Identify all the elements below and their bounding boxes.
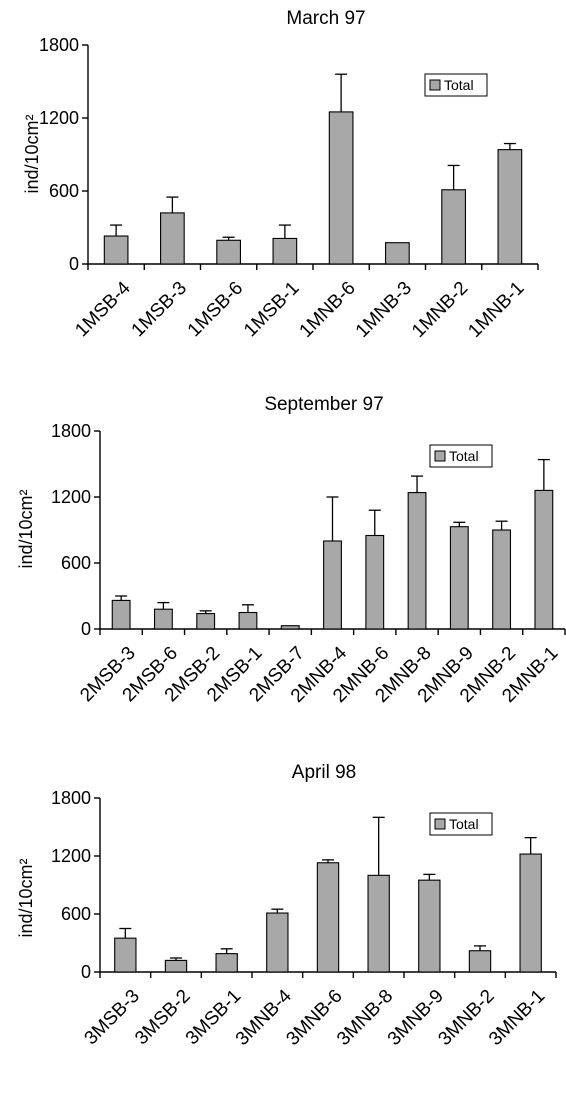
- bar: [272, 237, 298, 265]
- chart-title: March 97: [286, 8, 365, 29]
- bar: [280, 625, 300, 630]
- y-tick-label: 1800: [51, 421, 91, 441]
- x-tick-label: 1MSB-1: [240, 278, 303, 341]
- legend-swatch: [429, 79, 441, 91]
- y-tick-label: 0: [81, 962, 91, 982]
- x-tick-label: 1MNB-6: [296, 278, 360, 342]
- bar: [111, 599, 131, 630]
- bar: [367, 874, 390, 973]
- bar: [215, 953, 238, 973]
- bar: [196, 613, 216, 630]
- x-tick-label: 1MNB-3: [352, 278, 416, 342]
- bar: [418, 879, 441, 973]
- bar: [216, 239, 241, 265]
- bar: [468, 950, 492, 973]
- bar: [160, 212, 185, 265]
- legend-label: Total: [449, 448, 479, 464]
- legend-label: Total: [449, 816, 479, 832]
- legend: Total: [429, 444, 493, 468]
- x-tick-label: 3MSB-2: [131, 986, 194, 1049]
- y-tick-label: 1200: [39, 108, 79, 128]
- y-axis-label: ind/10cm²: [16, 489, 36, 568]
- bar: [449, 526, 469, 630]
- legend-swatch: [434, 450, 446, 462]
- bar: [328, 111, 354, 265]
- bar: [153, 608, 173, 630]
- y-axis-label: ind/10cm²: [22, 114, 42, 193]
- chart-title: September 97: [264, 394, 383, 415]
- x-tick-label: 3MNB-1: [485, 986, 549, 1050]
- y-axis-label: ind/10cm²: [16, 858, 36, 937]
- bar: [266, 912, 289, 973]
- legend: Total: [429, 812, 493, 836]
- bar: [385, 242, 410, 265]
- x-tick-label: 1MSB-6: [184, 278, 247, 341]
- y-tick-label: 600: [49, 181, 79, 201]
- legend: Total: [424, 73, 488, 97]
- x-tick-label: 3MSB-3: [81, 986, 144, 1049]
- bar: [497, 149, 523, 265]
- chart-panel-april-98: April 98 ind/10cm² 0 600 1200 1800 3MSB-33MS…: [16, 762, 557, 1050]
- bar: [164, 959, 188, 973]
- bar: [103, 235, 129, 265]
- y-tick-label: 1200: [51, 487, 91, 507]
- bar: [323, 540, 342, 630]
- x-tick-label: 1MNB-1: [464, 278, 528, 342]
- bar: [519, 853, 542, 973]
- bar: [365, 534, 385, 630]
- y-tick-label: 1800: [51, 788, 91, 808]
- chart-panel-march-97: March 97 ind/10cm² 0600120018001MSB-41MS…: [22, 8, 539, 342]
- bar: [238, 611, 258, 630]
- chart-title: April 98: [292, 762, 356, 783]
- bar: [114, 937, 137, 973]
- bar: [534, 489, 554, 630]
- y-tick-label: 1800: [39, 35, 79, 55]
- y-tick-label: 0: [69, 254, 79, 274]
- x-tick-label: 1MSB-3: [128, 278, 191, 341]
- y-tick-label: 0: [81, 619, 91, 639]
- legend-label: Total: [444, 77, 474, 93]
- x-tick-label: 1MNB-2: [408, 278, 472, 342]
- bar: [316, 862, 340, 973]
- bar: [492, 529, 512, 630]
- chart-panel-september-97: September 97 ind/10cm² 0600120018002MSB-…: [16, 394, 566, 707]
- bar: [441, 189, 466, 265]
- y-tick-label: 600: [61, 553, 91, 573]
- legend-swatch: [434, 818, 446, 830]
- x-tick-label: 1MSB-4: [71, 277, 135, 341]
- y-tick-label: 1200: [51, 846, 91, 866]
- bar: [407, 492, 427, 630]
- y-tick-label: 600: [61, 904, 91, 924]
